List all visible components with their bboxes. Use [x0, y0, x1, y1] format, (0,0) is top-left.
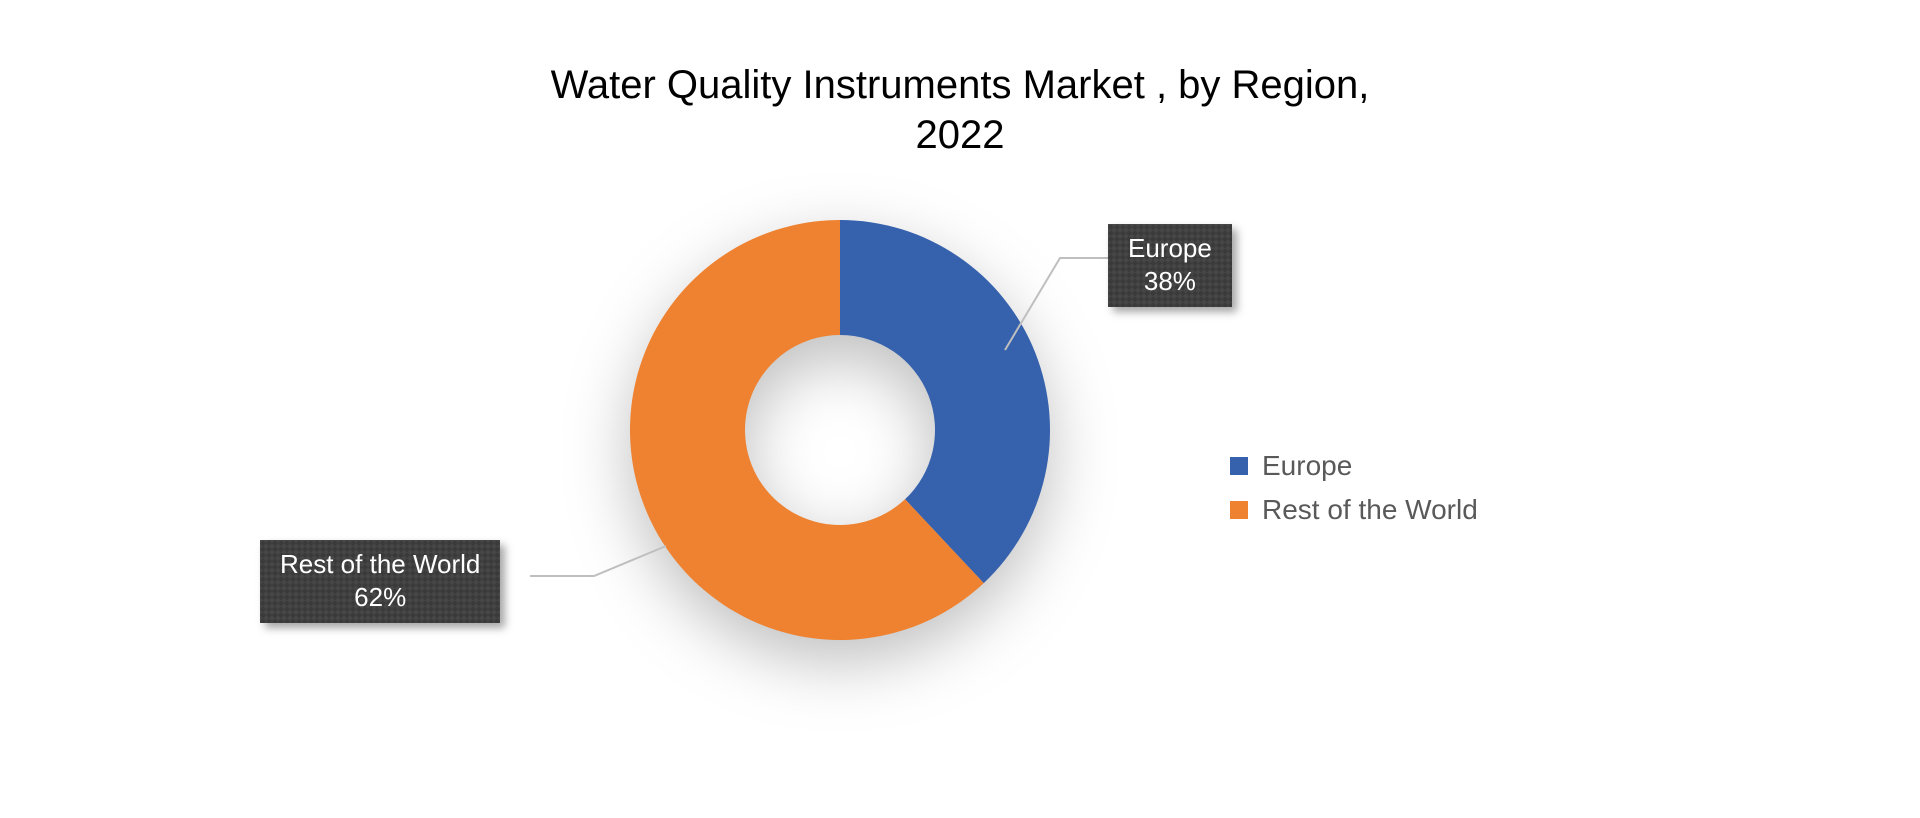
callout-europe-value: 38% [1128, 265, 1212, 298]
callout-europe: Europe 38% [1108, 224, 1232, 307]
callout-europe-label: Europe [1128, 232, 1212, 265]
legend-swatch-rest-of-world [1230, 501, 1248, 519]
donut-svg [630, 220, 1050, 640]
callout-rest-of-world: Rest of the World 62% [260, 540, 500, 623]
donut-chart [630, 220, 1050, 640]
legend: Europe Rest of the World [1230, 450, 1478, 538]
legend-item-europe: Europe [1230, 450, 1478, 482]
legend-swatch-europe [1230, 457, 1248, 475]
callout-row-label: Rest of the World [280, 548, 480, 581]
legend-label-rest-of-world: Rest of the World [1262, 494, 1478, 526]
chart-stage: Water Quality Instruments Market , by Re… [0, 0, 1920, 818]
callout-row-value: 62% [280, 581, 480, 614]
chart-title: Water Quality Instruments Market , by Re… [0, 60, 1920, 160]
legend-label-europe: Europe [1262, 450, 1352, 482]
legend-item-rest-of-world: Rest of the World [1230, 494, 1478, 526]
